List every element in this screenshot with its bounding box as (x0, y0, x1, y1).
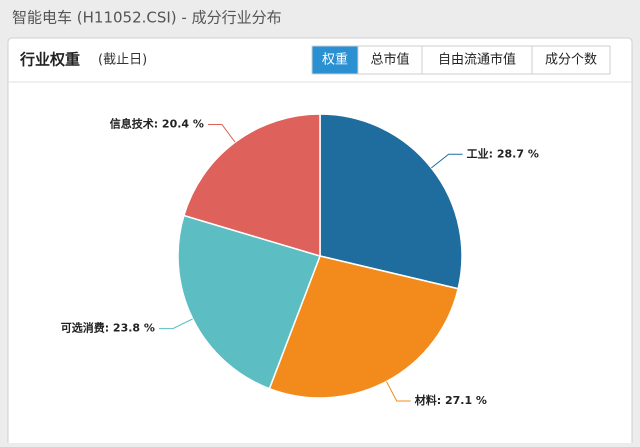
data-label: 工业: 28.7 % (467, 146, 539, 160)
tab[interactable] (421, 45, 533, 75)
pie-slice (268, 255, 460, 399)
pie-chart: 工业: 28.7 % 材料: 27.1 % 可选消费: 23.8 % 信息技术: 20… (61, 113, 539, 407)
data-label: 可选消费: 23.8 % (61, 321, 155, 335)
page-title: 智能电车 (H11052.CSI) - 成分行业分布 (12, 9, 282, 27)
tab-label[interactable]: 权重 (322, 52, 348, 68)
tab-label[interactable]: 自由流通市值 (438, 52, 516, 68)
tab[interactable] (531, 45, 611, 75)
tab-group: 权重 总市值 自由流通市值 成分个数 (311, 45, 611, 75)
tab[interactable] (357, 45, 423, 75)
tab-label[interactable]: 总市值 (370, 52, 409, 68)
tab[interactable] (311, 45, 359, 75)
panel-title: 行业权重 (19, 51, 80, 69)
leader-line (207, 124, 236, 143)
leader-line (158, 318, 193, 330)
pie-slice (182, 113, 321, 258)
leader-line (431, 153, 463, 169)
leader-line (386, 381, 411, 402)
pie-slice (319, 113, 463, 290)
panel-subtitle: (截止日) (98, 53, 147, 68)
data-label: 材料: 27.1 % (415, 393, 487, 407)
tab-label[interactable]: 成分个数 (545, 53, 597, 68)
data-label: 信息技术: 20.4 % (110, 117, 204, 131)
